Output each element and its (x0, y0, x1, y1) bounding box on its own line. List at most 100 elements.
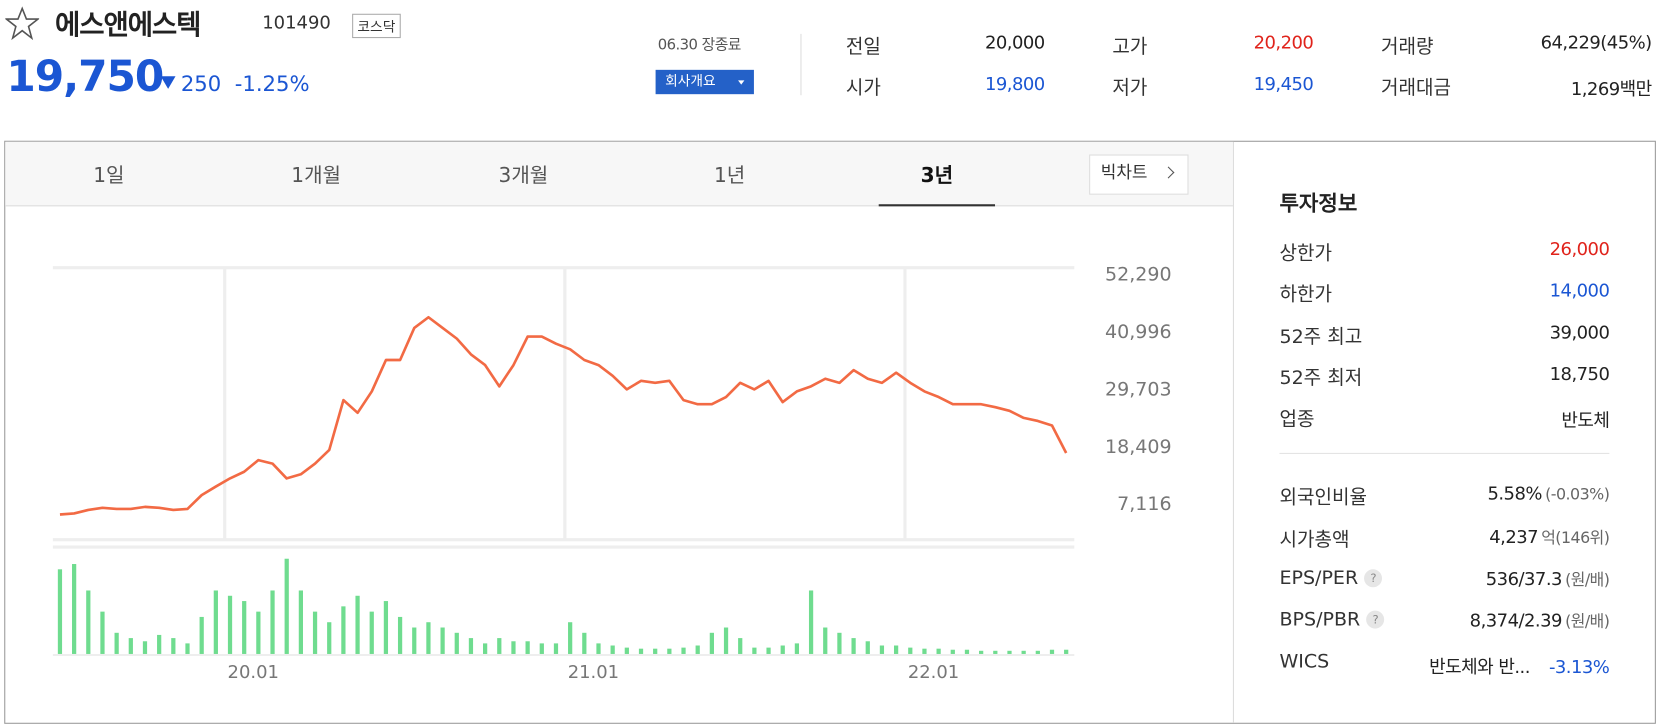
volume-bar (568, 622, 573, 654)
x-tick-label: 20.01 (228, 662, 279, 683)
volume-bar (86, 590, 91, 654)
volume-bar (1035, 650, 1040, 654)
quote-value: 20,200 (1253, 32, 1314, 54)
period-tab[interactable]: 1개월 (291, 164, 342, 188)
info-label: 업종 (1279, 408, 1315, 431)
info-value: 반도체 (1561, 410, 1610, 432)
volume-bar (284, 558, 289, 654)
volume-bar (709, 632, 714, 654)
volume-bar (397, 616, 403, 654)
volume-bar (114, 632, 119, 654)
volume-bar (667, 648, 672, 654)
volume-bar (851, 638, 856, 654)
info-value-text: 536/37.3 (1485, 568, 1563, 591)
volume-bar (1064, 649, 1069, 654)
info-label-text: WICS (1279, 650, 1330, 674)
volume-bar (596, 643, 601, 654)
volume-bar (936, 648, 941, 654)
volume-bar (1007, 650, 1012, 654)
tab-underline (878, 204, 996, 207)
info-label: 상한가 (1279, 242, 1332, 265)
volume-bar (582, 632, 587, 654)
info-value-text: 4,237 (1489, 526, 1539, 548)
info-value: 반도체와 반... -3.13% (1429, 652, 1610, 679)
info-value: 8,374/2.39 (원/배) (1470, 610, 1610, 632)
price: 19,750 (6, 52, 164, 102)
x-tick-label: 21.01 (568, 662, 619, 683)
volume-bar (483, 643, 488, 654)
volume-bar (454, 632, 459, 654)
info-label: 52주 최고 (1279, 325, 1363, 348)
stock-name: 에스앤에스텍 (54, 9, 201, 42)
volume-bar (752, 647, 757, 654)
y-tick-label: 52,290 (1105, 264, 1172, 286)
volume-bar (426, 622, 431, 654)
info-label: 외국인비율 (1279, 483, 1367, 511)
info-value: 4,237 억(146위) (1489, 526, 1610, 548)
tab-bar (5, 141, 1233, 207)
volume-bar (908, 647, 913, 654)
volume-bar (993, 650, 998, 654)
volume-bar (312, 611, 318, 654)
volume-bar (100, 611, 105, 654)
invest-title: 투자정보 (1279, 190, 1358, 216)
info-value-text: 5.58% (1487, 483, 1542, 505)
info-value-text: 반도체와 반... (1429, 657, 1530, 679)
volume-bar (412, 627, 417, 654)
volume-bar (964, 649, 970, 654)
volume-bar (610, 645, 615, 654)
info-value: 5.58% (-0.03%) (1487, 484, 1609, 505)
volume-bar (823, 627, 828, 654)
volume-bar (242, 601, 247, 654)
favorite-star[interactable] (5, 6, 40, 41)
info-label: WICS (1279, 651, 1329, 673)
stock-code: 101490 (262, 12, 331, 34)
info-label: BPS/PBR? (1279, 609, 1385, 631)
volume-bar (879, 645, 885, 654)
volume-bar (341, 606, 346, 654)
volume-bar (57, 569, 63, 654)
volume-bar (511, 641, 516, 654)
period-tab[interactable]: 3년 (920, 164, 954, 188)
down-arrow (160, 76, 176, 89)
x-tick-label: 22.01 (908, 662, 959, 683)
volume-bar (922, 648, 927, 654)
volume-bar (270, 590, 275, 654)
volume-bar (653, 648, 658, 654)
volume-bar (157, 634, 162, 654)
volume-bar (695, 645, 700, 654)
divider (1279, 452, 1610, 454)
info-value: 26,000 (1549, 239, 1610, 261)
quote-label: 시가 (845, 77, 881, 100)
info-note: (원/배) (1565, 569, 1610, 589)
info-value-text: 8,374/2.39 (1469, 610, 1563, 633)
volume-bar (893, 645, 899, 654)
volume-bar (327, 622, 332, 654)
y-tick-label: 40,996 (1105, 321, 1172, 343)
y-tick-label: 18,409 (1105, 436, 1172, 458)
volume-bar (624, 647, 629, 654)
info-label-text: 외국인비율 (1279, 486, 1368, 509)
market-status: 06.30 장종료 (657, 37, 742, 54)
info-value: 14,000 (1549, 280, 1610, 302)
quote-value: 19,800 (984, 74, 1045, 96)
period-tab[interactable]: 1일 (93, 164, 125, 188)
big-chart-button[interactable]: 빅차트 (1089, 154, 1189, 195)
volume-bar (440, 627, 445, 654)
volume-bar (794, 643, 800, 654)
volume-bar (468, 638, 474, 654)
volume-bar (355, 595, 360, 654)
volume-bar (171, 638, 176, 654)
divider (800, 33, 802, 96)
quote-value: 1,269백만 (1570, 79, 1652, 101)
volume-bar (766, 647, 771, 654)
volume-bar (539, 643, 544, 654)
help-icon: ? (1364, 568, 1383, 587)
quote-label: 저가 (1112, 77, 1148, 100)
volume-bar (723, 627, 729, 654)
company-button[interactable]: 회사개요 (655, 69, 754, 95)
market-badge: 코스닥 (352, 13, 401, 39)
period-tab[interactable]: 1년 (713, 164, 746, 188)
period-tab[interactable]: 3개월 (498, 164, 549, 188)
